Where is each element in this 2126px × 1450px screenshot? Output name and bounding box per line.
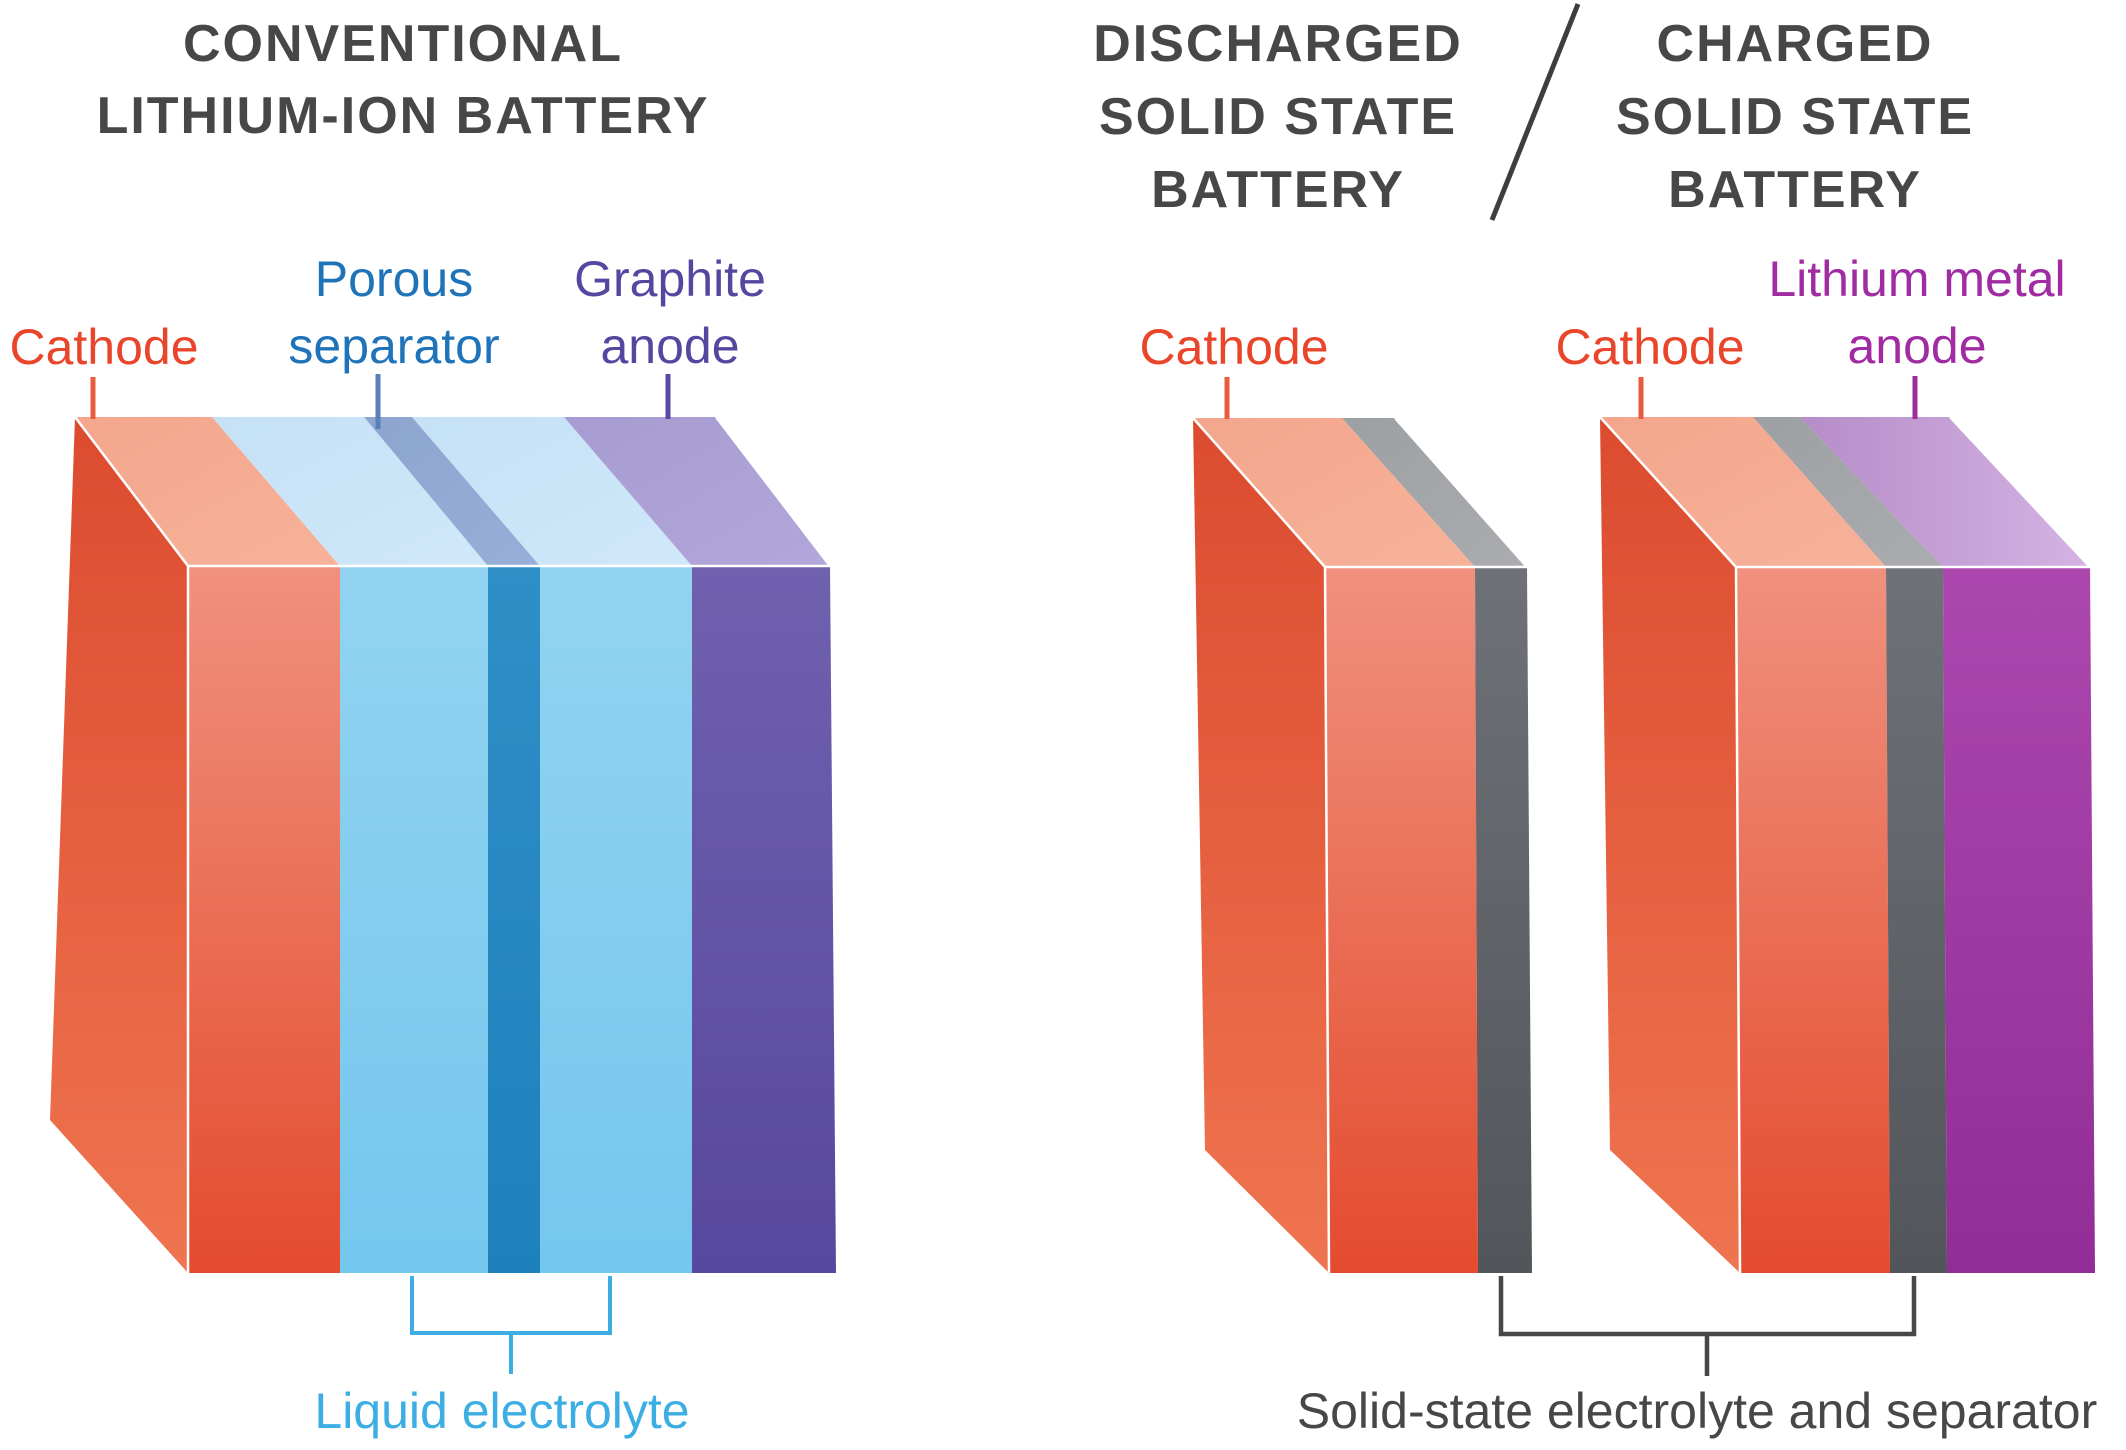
porous-separator-front-layer bbox=[488, 566, 540, 1273]
solid-electrolyte-top-face bbox=[1753, 417, 1943, 567]
cathode-label: Cathode bbox=[9, 319, 199, 375]
title-line: CONVENTIONAL bbox=[182, 15, 623, 73]
label-line: anode bbox=[600, 318, 740, 374]
label-line: Porous bbox=[314, 251, 474, 307]
solid-electrolyte-front-layer bbox=[1886, 567, 1947, 1273]
liquid-electrolyte-label: Liquid electrolyte bbox=[314, 1383, 690, 1439]
graphite-anode-top-face bbox=[564, 417, 830, 566]
label-line: Graphite bbox=[574, 251, 766, 307]
solid-electrolyte-front-layer bbox=[1475, 567, 1532, 1273]
label-line: Lithium metal bbox=[1768, 251, 2066, 307]
solid-electrolyte-bracket bbox=[1498, 1276, 1917, 1376]
title-line: LITHIUM-ION BATTERY bbox=[96, 87, 710, 145]
separator-top-face bbox=[364, 417, 540, 566]
title-line: SOLID STATE bbox=[1098, 88, 1458, 146]
edge-highlight bbox=[1192, 417, 1529, 1274]
title-divider-slash bbox=[1489, 3, 1581, 221]
cathode-top-face bbox=[75, 417, 340, 566]
cathode-front-layer bbox=[1736, 567, 1890, 1273]
discharged-battery-illustration bbox=[1192, 417, 1532, 1274]
label-line: anode bbox=[1847, 318, 1987, 374]
lithium-metal-anode-label: Lithium metal anode bbox=[1768, 246, 2065, 380]
edge-highlight bbox=[74, 416, 832, 1273]
charged-battery-illustration bbox=[1599, 416, 2095, 1274]
charged-diagram-title: CHARGED SOLID STATE BATTERY bbox=[1616, 8, 1974, 227]
left-diagram-title: CONVENTIONAL LITHIUM-ION BATTERY bbox=[97, 8, 710, 152]
lithium-anode-front-layer bbox=[1943, 567, 2095, 1273]
cathode-front-layer bbox=[1325, 567, 1478, 1273]
solid-electrolyte-top-face bbox=[1342, 418, 1527, 567]
graphite-anode-label: Graphite anode bbox=[574, 246, 766, 380]
cathode-top-face bbox=[1600, 417, 1886, 567]
graphite-anode-front-layer bbox=[692, 566, 836, 1273]
cathode-front-layer bbox=[188, 566, 340, 1273]
cathode-discharged-label: Cathode bbox=[1139, 319, 1329, 375]
cathode-side-face bbox=[1193, 418, 1329, 1273]
title-line: SOLID STATE bbox=[1615, 88, 1975, 146]
label-line: separator bbox=[288, 318, 500, 374]
title-line: CHARGED bbox=[1656, 15, 1934, 73]
cathode-top-face bbox=[1193, 418, 1475, 567]
lithium-anode-top-face bbox=[1800, 417, 2090, 567]
title-line: BATTERY bbox=[1151, 161, 1405, 219]
cathode-side-face bbox=[1600, 417, 1740, 1273]
title-line: DISCHARGED bbox=[1093, 15, 1463, 73]
cathode-charged-label: Cathode bbox=[1555, 319, 1745, 375]
liquid-electrolyte-front-layer bbox=[540, 566, 692, 1273]
solid-state-electrolyte-label: Solid-state electrolyte and separator bbox=[1296, 1383, 2098, 1439]
conventional-battery-illustration bbox=[50, 416, 836, 1273]
electrolyte-top-face bbox=[212, 417, 488, 566]
edge-highlight bbox=[1599, 416, 2092, 1274]
title-line: BATTERY bbox=[1668, 161, 1922, 219]
liquid-electrolyte-bracket bbox=[410, 1276, 612, 1374]
electrolyte-top-face bbox=[412, 417, 692, 566]
discharged-diagram-title: DISCHARGED SOLID STATE BATTERY bbox=[1093, 8, 1463, 227]
liquid-electrolyte-front-layer bbox=[340, 566, 488, 1273]
porous-separator-label: Porous separator bbox=[288, 246, 499, 380]
cathode-side-face bbox=[50, 417, 188, 1273]
